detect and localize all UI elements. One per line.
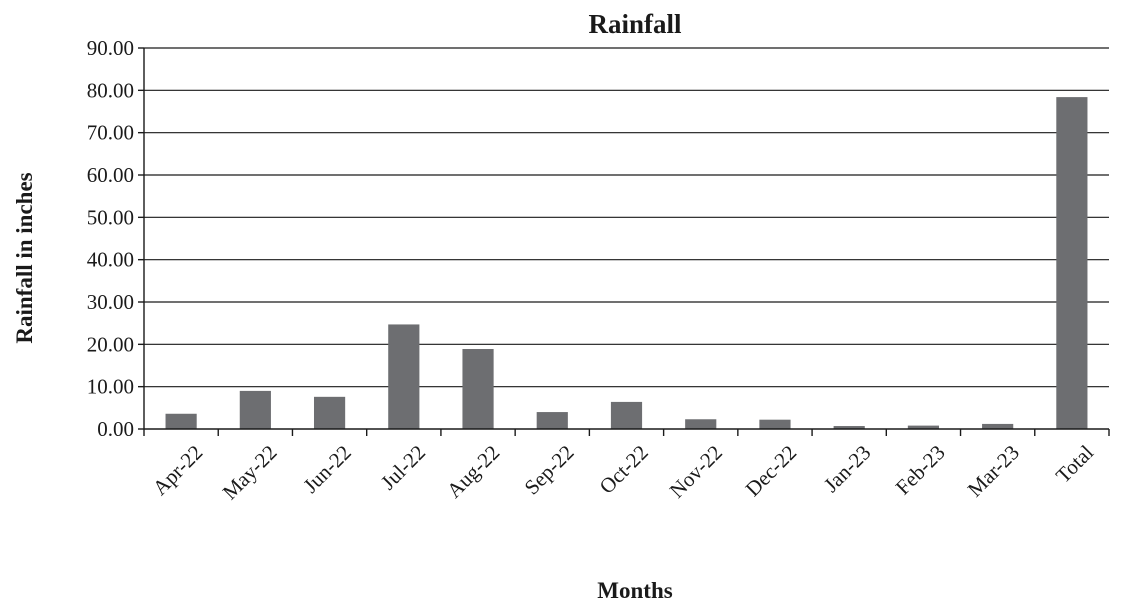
x-tick-labels: Apr-22 May-22 Jun-22 Jul-22 Aug-22 Sep-22 Oct-… — [148, 440, 1098, 504]
bar-may-22 — [239, 390, 271, 429]
x-tick-label: Apr-22 — [148, 440, 208, 500]
bar-feb-23 — [907, 425, 940, 429]
bars — [165, 97, 1088, 430]
bar-jun-22 — [313, 396, 346, 429]
y-tick-label: 80.00 — [87, 78, 134, 102]
y-tick-label: 0.00 — [97, 417, 134, 441]
x-tick-label: May-22 — [218, 440, 282, 504]
x-tick-label: Jun-22 — [298, 440, 355, 497]
x-axis-label: Months — [597, 578, 672, 603]
bar-dec-22 — [759, 419, 791, 429]
y-tick-label: 40.00 — [87, 248, 134, 272]
y-tick-label: 20.00 — [87, 332, 134, 356]
bar-mar-23 — [982, 423, 1014, 429]
bar-nov-22 — [685, 419, 717, 429]
gridlines — [144, 47, 1109, 388]
y-tick-label: 90.00 — [87, 36, 134, 60]
y-tick-labels: 0.00 10.00 20.00 30.00 40.00 50.00 60.00 70.00 8… — [87, 36, 134, 441]
bar-apr-22 — [165, 413, 197, 429]
x-tick-label: Sep-22 — [520, 440, 579, 499]
x-tick-label: Nov-22 — [665, 440, 727, 502]
bar-aug-22 — [462, 348, 494, 429]
bar-jul-22 — [388, 324, 420, 429]
y-tick-label: 70.00 — [87, 121, 134, 145]
y-tick-label: 10.00 — [87, 375, 134, 399]
y-tick-label: 30.00 — [87, 290, 134, 314]
y-tick-label: 50.00 — [87, 205, 134, 229]
y-tick-label: 60.00 — [87, 163, 134, 187]
bar-sep-22 — [536, 412, 568, 429]
x-tick-label: Mar-23 — [963, 440, 1024, 501]
x-tick-label: Aug-22 — [442, 440, 504, 502]
x-tick-label: Oct-22 — [595, 440, 653, 498]
bar-oct-22 — [610, 401, 643, 429]
chart-title: Rainfall — [588, 9, 682, 39]
bar-jan-23 — [833, 426, 865, 429]
x-tick-label: Jan-23 — [819, 440, 876, 497]
x-tick-label: Feb-23 — [891, 440, 950, 499]
x-tick-label: Total — [1051, 440, 1098, 487]
bar-total — [1056, 97, 1088, 430]
x-tick-label: Jul-22 — [376, 440, 430, 494]
x-tick-label: Dec-22 — [741, 440, 802, 501]
y-axis-label: Rainfall in inches — [12, 172, 37, 343]
axes — [138, 47, 1110, 436]
